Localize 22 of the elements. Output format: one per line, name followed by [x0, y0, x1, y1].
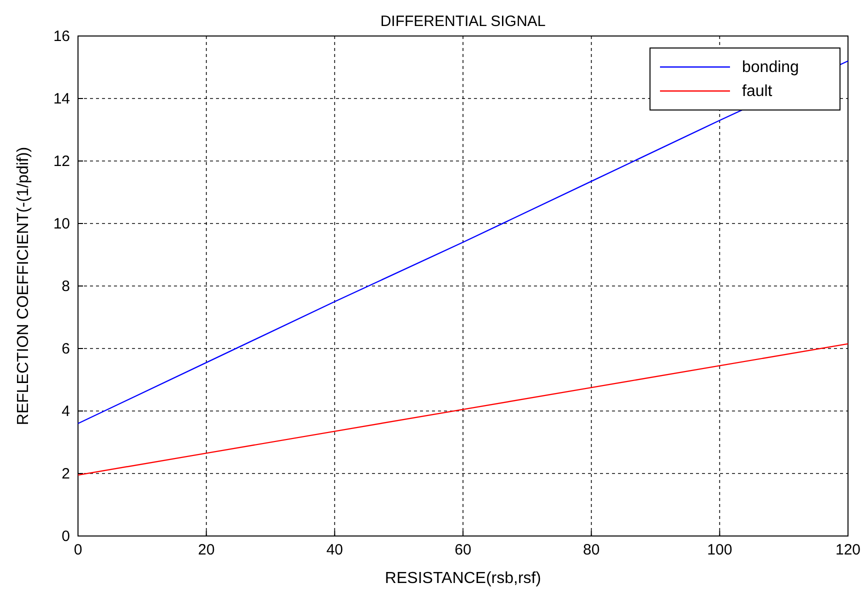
- y-tick-label: 4: [62, 402, 70, 420]
- chart-title: DIFFERENTIAL SIGNAL: [380, 13, 546, 30]
- x-tick-label: 20: [198, 542, 215, 559]
- x-tick-label: 60: [454, 542, 472, 559]
- x-tick-label: 80: [582, 542, 600, 559]
- legend-label: bonding: [742, 59, 799, 76]
- y-tick-label: 10: [53, 215, 70, 232]
- y-axis-title: REFLECTION COEFFICIENT(-(1/pdif)): [15, 146, 32, 426]
- y-tick-label: 12: [53, 152, 70, 170]
- x-tick-label: 120: [835, 542, 861, 559]
- x-tick-label: 0: [74, 542, 82, 559]
- x-axis-title: RESISTANCE(rsb,rsf): [384, 570, 542, 587]
- legend-label: fault: [742, 83, 773, 100]
- y-tick-label: 6: [62, 340, 70, 358]
- x-tick-label: 100: [707, 542, 732, 559]
- y-tick-label: 16: [53, 28, 70, 45]
- y-tick-label: 2: [62, 465, 70, 482]
- y-tick-label: 14: [53, 90, 70, 108]
- y-tick-label: 0: [62, 528, 70, 545]
- line-series: [77, 343, 849, 476]
- y-tick-label: 8: [62, 278, 70, 295]
- x-tick-label: 40: [326, 542, 344, 559]
